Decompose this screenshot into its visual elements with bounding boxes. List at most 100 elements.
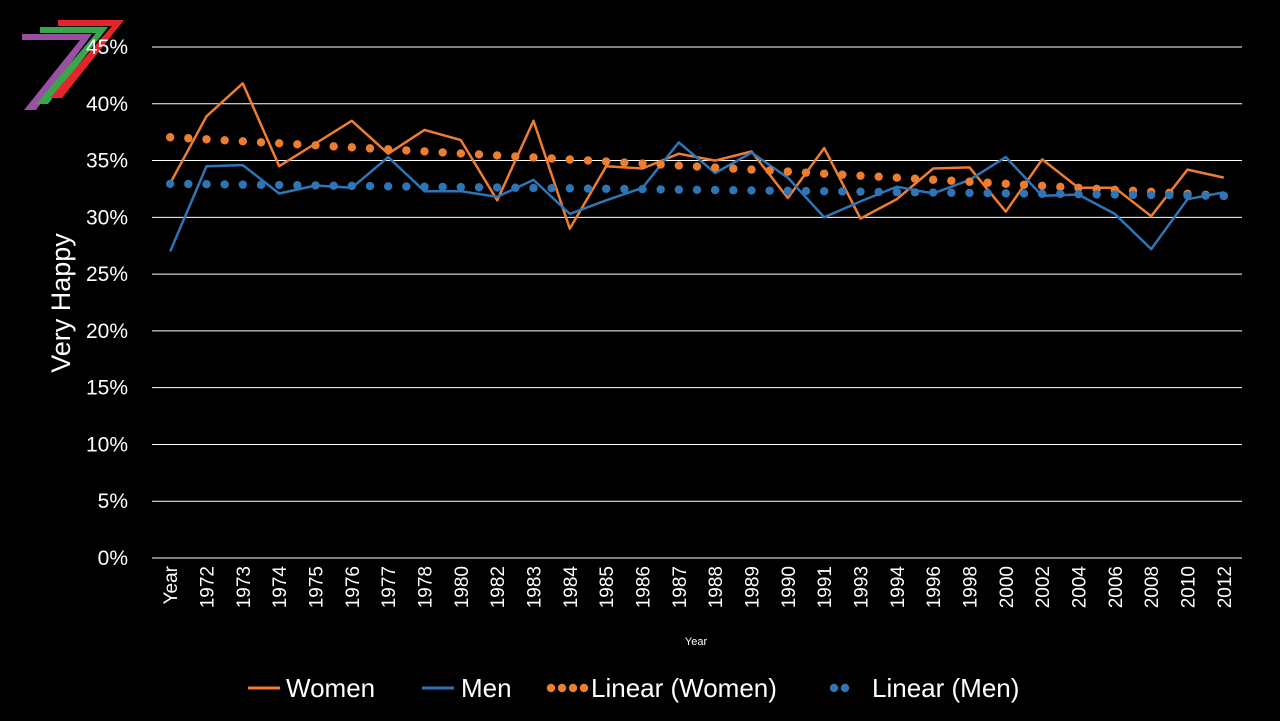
x-tick-label: 1993 [852, 566, 873, 608]
x-tick-label: 1974 [270, 566, 291, 609]
trend-point [347, 143, 357, 152]
x-tick-label: 1987 [670, 566, 691, 608]
logo [22, 20, 124, 110]
trend-point [601, 184, 611, 193]
trend-point [383, 145, 393, 154]
x-tick-label: 1982 [488, 566, 509, 608]
x-tick-label: 2000 [997, 566, 1018, 608]
y-tick-label: 35% [86, 150, 128, 173]
x-tick-label: 1980 [452, 566, 473, 608]
trend-point [456, 182, 466, 192]
logo-stripe-red [50, 20, 124, 98]
gridlines [152, 46, 1242, 559]
trend-point [1056, 182, 1065, 191]
trend-point [420, 182, 429, 191]
trend-point [511, 152, 520, 161]
trend-point [1056, 189, 1065, 199]
trend-point [165, 133, 175, 142]
x-tick-label: Year [161, 565, 182, 604]
trend-point [765, 166, 774, 175]
legend-swatch [568, 683, 578, 693]
trend-point [1037, 189, 1047, 198]
trend-point [601, 157, 611, 166]
trend-point [238, 180, 248, 189]
y-tick-label: 25% [86, 263, 128, 286]
x-axis-ticks: Year 1972 1973 1974 1975 1976 1977 1978 1980 1982… [161, 565, 1236, 608]
legend-swatch [829, 683, 839, 693]
trend-point [402, 182, 411, 191]
trend-point [220, 136, 229, 145]
trend-point [347, 181, 357, 191]
trend-point [329, 181, 338, 190]
trend-point [165, 179, 175, 188]
trend-point [365, 181, 375, 191]
x-axis-label: Year [685, 636, 708, 648]
trend-point [456, 149, 466, 158]
trend-point [874, 187, 883, 197]
trend-point [801, 168, 811, 177]
x-tick-label: 1977 [379, 566, 400, 608]
legend-label-linear-women: Linear (Women) [591, 673, 777, 703]
x-tick-label: 1973 [234, 566, 255, 608]
x-tick-label: 1972 [198, 566, 219, 608]
trend-point [1183, 191, 1192, 200]
x-tick-label: 1989 [743, 566, 764, 608]
trend-point [747, 165, 756, 174]
y-tick-label: 15% [86, 377, 128, 400]
legend-swatch [579, 683, 589, 693]
trend-point [184, 179, 193, 189]
trend-point [1146, 190, 1156, 200]
trend-point [783, 167, 793, 176]
trend-point [420, 147, 429, 156]
trend-point [583, 184, 593, 193]
trend-point [638, 184, 647, 194]
trend-point [1037, 181, 1047, 190]
x-tick-label: 1991 [815, 566, 836, 608]
x-tick-label: 2012 [1215, 566, 1236, 608]
trend-point [765, 186, 774, 195]
trend-point [311, 181, 320, 190]
trend-point [1019, 189, 1029, 198]
trend-point [1110, 190, 1120, 199]
trend-point [892, 187, 902, 197]
trend-point [838, 187, 847, 196]
trend-point [892, 173, 902, 182]
trend-point [783, 186, 793, 196]
trend-point [674, 161, 684, 170]
trend-point [492, 183, 502, 192]
trend-point [1074, 189, 1083, 199]
x-tick-label: 2006 [1106, 566, 1127, 608]
trend-point [293, 140, 302, 149]
trend-point [656, 185, 665, 194]
trend-point [819, 169, 829, 178]
trend-point [529, 153, 538, 162]
y-tick-label: 5% [98, 490, 128, 513]
trend-point [729, 164, 738, 173]
series-women-line [169, 82, 1225, 230]
legend-swatch [546, 683, 556, 693]
trend-point [274, 180, 284, 190]
trend-point [710, 163, 720, 172]
y-tick-label: 30% [86, 206, 128, 229]
y-tick-label: 40% [86, 93, 128, 116]
trend-point [983, 178, 992, 187]
y-axis-ticks: 0% 5% 10% 15% 20% 25% 30% 35% 40% 45% [86, 36, 128, 570]
trend-point [656, 160, 665, 169]
x-tick-label: 1996 [924, 566, 945, 608]
trend-point [1219, 191, 1229, 201]
x-tick-label: 2008 [1142, 566, 1163, 608]
trend-point [492, 151, 502, 160]
trend-point [947, 176, 956, 185]
x-tick-label: 1983 [525, 566, 546, 608]
x-tick-label: 1978 [416, 566, 437, 608]
trend-point [438, 148, 447, 157]
trend-point [910, 174, 920, 183]
y-tick-label: 0% [98, 547, 128, 570]
trend-point [438, 182, 447, 192]
trend-point [311, 141, 320, 150]
trend-point [838, 170, 847, 179]
trend-point [329, 142, 338, 151]
trend-point [710, 185, 720, 195]
trend-point [583, 156, 593, 165]
series-linear-men [165, 179, 1229, 201]
